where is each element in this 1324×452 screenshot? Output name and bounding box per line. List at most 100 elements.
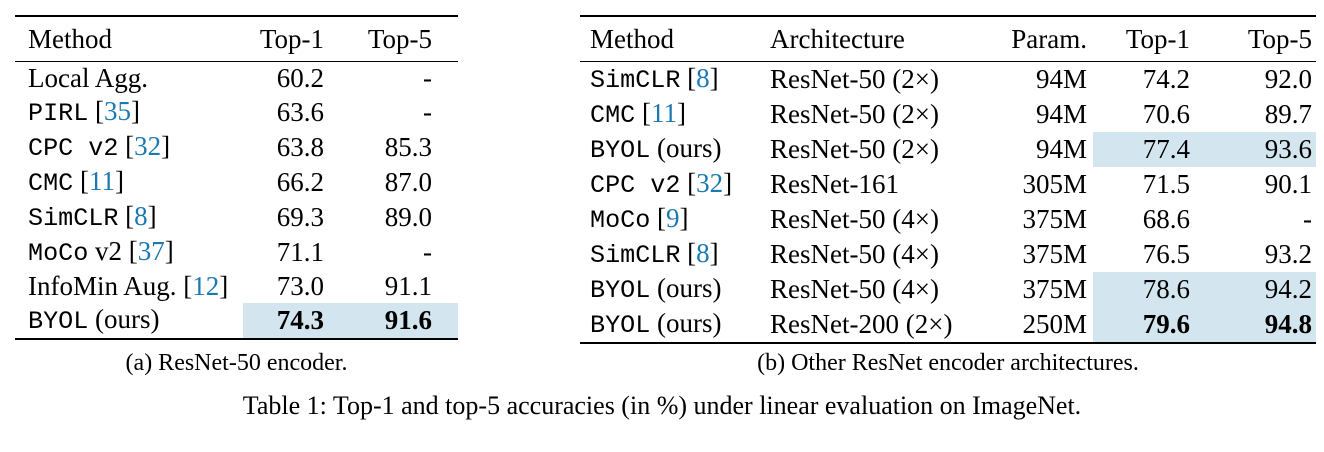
table-row: CPC v2 [32] 63.8 85.3 <box>15 130 458 165</box>
cell-top1: 79.6 <box>1093 307 1198 343</box>
cell-arch: ResNet-50 (2×) <box>770 134 939 164</box>
table-other-resnet-architectures: Method Architecture Param. Top-1 Top-5 S… <box>580 15 1316 344</box>
cell-top5: - <box>423 63 432 93</box>
cell-param: 375M <box>1022 204 1087 234</box>
cell-top5: 94.8 <box>1198 307 1316 343</box>
cell-param: 305M <box>1022 169 1087 199</box>
cell-param: 375M <box>1022 274 1087 304</box>
method-name-text: [ <box>118 131 135 161</box>
table-resnet50-encoder: Method Top-1 Top-5 Local Agg. 60.2 - PIRL [… <box>15 15 458 340</box>
cell-top5: 89.7 <box>1264 99 1312 129</box>
method-name-text: CMC <box>28 169 74 198</box>
cell-method: BYOL (ours) <box>580 132 765 167</box>
method-name-text: MoCo <box>590 206 651 235</box>
cell-param: 375M <box>1022 239 1087 269</box>
table-row: BYOL (ours) ResNet-50 (4×) 375M 78.6 94.2 <box>580 272 1316 307</box>
cell-top5: 93.2 <box>1264 239 1312 269</box>
cell-method: CPC v2 [32] <box>580 167 765 202</box>
method-name-text: ] <box>131 96 141 126</box>
cell-top5: 87.0 <box>384 167 432 197</box>
cell-method: MoCo [9] <box>580 202 765 237</box>
method-name-text: MoCo <box>28 239 89 268</box>
method-name-text: (ours) <box>650 273 722 303</box>
cell-top5: - <box>423 97 432 127</box>
method-name-text: v2 [ <box>88 236 138 266</box>
method-name-text: (ours) <box>650 133 722 163</box>
table-a-body: Local Agg. 60.2- PIRL [35] 63.6- CPC v2 [32]… <box>15 62 458 339</box>
table-row: MoCo [9] ResNet-50 (4×) 375M 68.6- <box>580 202 1316 237</box>
citation-link[interactable]: 8 <box>696 238 710 268</box>
cell-method: CPC v2 [32] <box>15 130 243 165</box>
method-name-text: ] <box>679 203 689 233</box>
cell-top1: 70.6 <box>1142 99 1190 129</box>
table-row: SimCLR [8] 69.3 89.0 <box>15 200 458 235</box>
cell-method: MoCo v2 [37] <box>15 235 243 270</box>
cell-arch: ResNet-161 <box>770 169 899 199</box>
citation-link[interactable]: 12 <box>192 271 220 301</box>
cell-top1: 66.2 <box>276 167 324 197</box>
cell-top1: 63.8 <box>276 132 324 162</box>
cell-top5: - <box>1303 204 1312 234</box>
method-name-text: ] <box>709 238 719 268</box>
method-name-text: [ <box>680 238 697 268</box>
citation-link[interactable]: 8 <box>134 201 148 231</box>
citation-link[interactable]: 11 <box>650 98 677 128</box>
table-row: CMC [11] 66.2 87.0 <box>15 165 458 200</box>
method-name-text: SimCLR <box>28 204 119 233</box>
column-header-top1: Top-1 <box>1093 16 1198 62</box>
method-name-text: SimCLR <box>590 241 681 270</box>
cell-top5: 91.1 <box>384 271 432 301</box>
cell-arch: ResNet-200 (2×) <box>770 309 953 339</box>
table-row: InfoMin Aug. [12] 73.0 91.1 <box>15 270 458 303</box>
table-row: BYOL (ours) ResNet-200 (2×) 250M 79.6 94.8 <box>580 307 1316 343</box>
cell-param: 250M <box>1022 309 1087 339</box>
cell-param: 94M <box>1035 134 1087 164</box>
cell-top1: 76.5 <box>1142 239 1190 269</box>
table-row: BYOL (ours) 74.3 91.6 <box>15 303 458 339</box>
citation-link[interactable]: 9 <box>666 203 680 233</box>
cell-method: CMC [11] <box>15 165 243 200</box>
column-header-param: Param. <box>998 16 1093 62</box>
method-name-text: SimCLR <box>590 66 681 95</box>
cell-method: CMC [11] <box>580 97 765 132</box>
cell-method: Local Agg. <box>15 62 243 96</box>
method-name-text: [ <box>680 168 697 198</box>
cell-top5: 85.3 <box>384 132 432 162</box>
cell-method: BYOL (ours) <box>15 303 243 339</box>
method-name-text: CMC <box>590 101 636 130</box>
cell-top1: 73.0 <box>276 271 324 301</box>
citation-link[interactable]: 37 <box>137 236 165 266</box>
method-name-text: InfoMin Aug. [ <box>28 271 193 301</box>
citation-link[interactable]: 32 <box>134 131 162 161</box>
method-name-text: PIRL <box>28 99 89 128</box>
column-header-top5: Top-5 <box>1198 16 1316 62</box>
cell-arch: ResNet-50 (4×) <box>770 239 939 269</box>
table-row: MoCo v2 [37] 71.1 - <box>15 235 458 270</box>
cell-arch: ResNet-50 (2×) <box>770 99 939 129</box>
cell-top1: 78.6 <box>1093 272 1198 307</box>
cell-method: SimCLR [8] <box>580 62 765 98</box>
method-name-text: ] <box>164 236 174 266</box>
method-name-text: [ <box>118 201 135 231</box>
column-header-architecture: Architecture <box>765 16 998 62</box>
column-header-top5: Top-5 <box>352 16 458 62</box>
citation-link[interactable]: 8 <box>696 63 710 93</box>
method-name-text: (ours) <box>650 308 722 338</box>
method-name-text: CPC v2 <box>590 171 681 200</box>
method-name-text: [ <box>680 63 697 93</box>
cell-method: BYOL (ours) <box>580 272 765 307</box>
figure-caption: Table 1: Top-1 and top-5 accuracies (in … <box>242 391 1082 420</box>
citation-link[interactable]: 35 <box>104 96 132 126</box>
cell-top1: 74.2 <box>1142 64 1190 94</box>
cell-method: InfoMin Aug. [12] <box>15 270 243 303</box>
cell-param: 94M <box>1035 64 1087 94</box>
table-row: BYOL (ours) ResNet-50 (2×) 94M 77.4 93.6 <box>580 132 1316 167</box>
cell-top5: 92.0 <box>1264 64 1312 94</box>
cell-top1: 60.2 <box>276 63 324 93</box>
citation-link[interactable]: 32 <box>696 168 724 198</box>
citation-link[interactable]: 11 <box>88 166 115 196</box>
method-name-text: ] <box>709 63 719 93</box>
cell-method: PIRL [35] <box>15 95 243 130</box>
table-header-row: Method Top-1 Top-5 <box>15 16 458 62</box>
